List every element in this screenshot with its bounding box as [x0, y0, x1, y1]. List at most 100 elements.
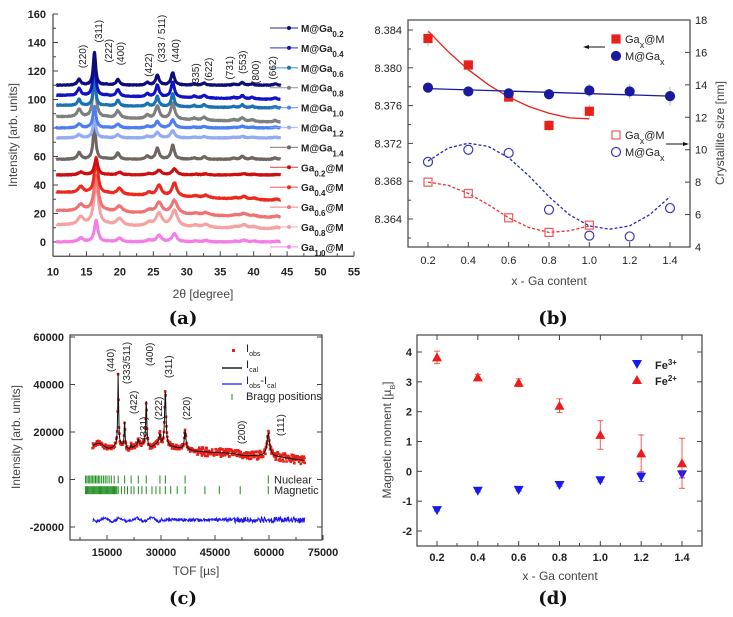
- y-left-tick-label: 8.380: [374, 63, 402, 75]
- text-span: @M: [325, 163, 343, 174]
- text-span: M@Ga: [301, 84, 333, 95]
- x-tick-label: 45: [281, 266, 293, 278]
- x-axis-title: 2θ [degree]: [173, 287, 234, 301]
- legend-marker: [611, 34, 621, 44]
- text-span: @M: [644, 34, 664, 46]
- data-point: [624, 86, 635, 97]
- observed-point: [259, 450, 262, 454]
- observed-point: [268, 447, 272, 451]
- observed-point: [218, 450, 221, 454]
- observed-point: [257, 457, 260, 460]
- peak-hkl-label: (200): [237, 421, 248, 444]
- legend-marker: [287, 244, 291, 249]
- x-tick-label: 0.6: [511, 552, 526, 564]
- observed-point: [198, 446, 201, 449]
- observed-point: [153, 445, 157, 448]
- text-span: obs: [249, 351, 261, 358]
- observed-point: [299, 462, 303, 466]
- data-point: [422, 82, 434, 93]
- legend-label: Gax@M: [625, 34, 665, 50]
- x-tick-label: 15: [80, 266, 92, 278]
- difference-curve: [92, 515, 306, 525]
- x-tick-label: 40: [248, 266, 260, 278]
- y-tick-label: 20000: [33, 427, 64, 439]
- xrd-series-line: [55, 180, 282, 231]
- text-span: M@Ga: [301, 143, 333, 154]
- observed-point: [201, 447, 205, 450]
- data-point: [624, 231, 635, 242]
- observed-point: [278, 457, 281, 461]
- text-span: Fe: [655, 360, 668, 372]
- legend-label: M@Gax: [625, 147, 665, 163]
- legend-label: Ga1.0@M: [301, 243, 344, 258]
- observed-point: [209, 452, 212, 456]
- observed-point: [302, 456, 306, 460]
- xrd-series-line: [55, 173, 282, 219]
- observed-point: [236, 454, 240, 458]
- observed-point: [196, 453, 199, 456]
- observed-point: [203, 451, 206, 455]
- peak-hkl-label: (422): [129, 391, 140, 414]
- data-point: [544, 227, 554, 238]
- data-point: [423, 33, 433, 44]
- text-span: I: [246, 375, 249, 387]
- observed-point: [228, 454, 231, 458]
- xrd-series-line: [55, 117, 282, 140]
- x-tick-label: 45000: [200, 547, 231, 559]
- observed-point: [241, 456, 245, 459]
- peak-hkl-label: (220): [78, 45, 89, 68]
- legend-marker: [610, 146, 622, 158]
- legend-marker: [287, 205, 291, 210]
- text-span: 0.6: [314, 209, 326, 218]
- x-tick-label: 20: [114, 266, 126, 278]
- observed-point: [261, 455, 265, 458]
- observed-point: [279, 459, 282, 463]
- observed-point: [100, 442, 104, 446]
- x-tick-label: 25: [147, 266, 159, 278]
- legend-label: M@Ga0.6: [301, 64, 344, 79]
- legend-marker: [632, 375, 642, 384]
- calculated-curve: [92, 372, 305, 461]
- legend-label: Gax@M: [625, 130, 665, 146]
- y-left-tick-label: 8.368: [374, 176, 402, 188]
- data-point: [472, 372, 483, 382]
- y-tick-label: 0: [406, 466, 412, 478]
- observed-point: [171, 446, 174, 450]
- observed-point: [133, 446, 137, 450]
- text-span: M@Ga: [301, 104, 333, 115]
- observed-point: [140, 444, 143, 447]
- text-span: @M: [325, 203, 343, 214]
- text-span: 0.2: [314, 169, 326, 178]
- peak-hkl-label: (800): [251, 60, 262, 83]
- data-point: [584, 106, 594, 116]
- observed-point: [127, 449, 131, 452]
- observed-point: [239, 450, 243, 454]
- x-tick-label: 0.6: [501, 255, 516, 267]
- panel-c-neutron-diffraction: 15000 30000 45000 60000 75000 -20000 0 20000 400…: [9, 332, 338, 578]
- observed-point: [264, 452, 267, 456]
- text-span: @M: [325, 223, 343, 234]
- legend-label: Bragg positions: [246, 391, 322, 403]
- y-tick-label: 60000: [33, 332, 64, 344]
- legend-label: M@Gax: [625, 51, 665, 67]
- observed-point: [98, 440, 101, 443]
- y-tick-label: 40000: [33, 380, 64, 392]
- x-tick-label: 15000: [92, 547, 123, 559]
- y-right-tick-label: 10: [695, 145, 707, 157]
- y-tick-label: 1: [406, 437, 412, 449]
- observed-point: [130, 447, 134, 450]
- data-point: [544, 120, 554, 131]
- observed-point: [255, 450, 259, 453]
- observed-point: [267, 429, 270, 433]
- xrd-series-line: [55, 157, 282, 177]
- y-tick-label: 100: [28, 95, 46, 107]
- panel-b-lattice-crystallite: 0.2 0.4 0.6 0.8 1.0 1.2 1.4 8.364 8.368 8.372 8.37…: [374, 15, 727, 288]
- observed-point: [280, 454, 284, 457]
- peak-hkl-label: (331): [139, 417, 150, 440]
- observed-point: [169, 441, 172, 445]
- observed-point: [187, 446, 191, 450]
- data-point: [664, 91, 676, 102]
- text-span: 1.2: [332, 129, 344, 138]
- peak-hkl-label: (731): [225, 56, 236, 79]
- legend-marker: [287, 45, 291, 50]
